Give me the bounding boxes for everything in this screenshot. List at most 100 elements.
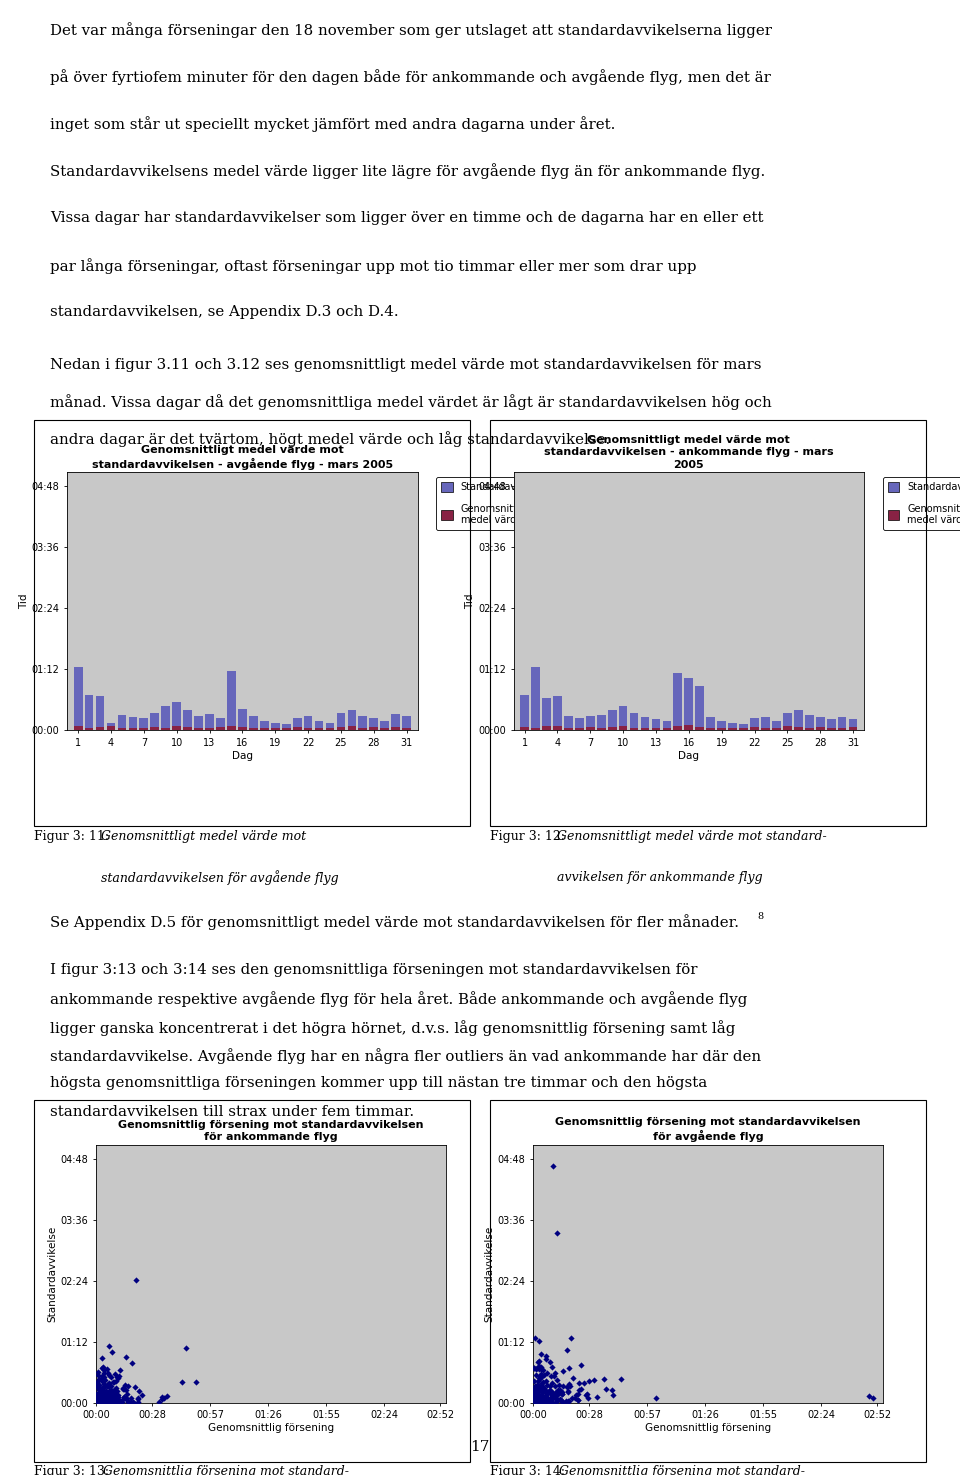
Point <box>104 1375 119 1398</box>
Text: Genomsnittlig försening mot standard-: Genomsnittlig försening mot standard- <box>104 1465 349 1475</box>
Point <box>93 1385 108 1409</box>
Point <box>90 1384 106 1407</box>
Point <box>123 1386 138 1410</box>
Legend: Standardavikelse, Genomsnittligt
medel värde: Standardavikelse, Genomsnittligt medel v… <box>437 476 550 530</box>
Point <box>540 1388 556 1412</box>
Point <box>549 1221 564 1245</box>
Point <box>541 1379 557 1403</box>
Point <box>111 1389 127 1413</box>
Point <box>530 1373 545 1397</box>
Point <box>108 1386 124 1410</box>
Point <box>534 1342 549 1366</box>
Bar <box>84 727 93 730</box>
Point <box>535 1372 550 1395</box>
Bar <box>260 721 269 730</box>
Bar <box>608 709 616 730</box>
Point <box>535 1379 550 1403</box>
Point <box>542 1388 558 1412</box>
Bar <box>684 677 693 730</box>
Point <box>103 1388 118 1412</box>
Point <box>90 1388 106 1412</box>
Point <box>529 1386 544 1410</box>
Point <box>94 1345 109 1369</box>
Point <box>536 1391 551 1415</box>
Point <box>96 1391 111 1415</box>
Point <box>528 1382 543 1406</box>
Point <box>532 1366 547 1389</box>
Point <box>526 1379 541 1403</box>
Point <box>547 1391 563 1415</box>
Point <box>558 1389 573 1413</box>
Point <box>543 1372 559 1395</box>
Text: på över fyrtiofem minuter för den dagen både för ankommande och avgående flyg, m: på över fyrtiofem minuter för den dagen … <box>50 69 771 86</box>
Point <box>562 1357 577 1381</box>
Text: 8: 8 <box>757 912 764 920</box>
Bar <box>216 727 225 730</box>
X-axis label: Dag: Dag <box>679 751 699 761</box>
Point <box>556 1375 571 1398</box>
Point <box>547 1384 563 1407</box>
Bar <box>575 729 584 730</box>
Bar <box>117 727 127 730</box>
Point <box>102 1382 117 1406</box>
Point <box>116 1385 132 1409</box>
Bar <box>542 698 551 730</box>
Point <box>108 1366 124 1389</box>
Point <box>530 1389 545 1413</box>
Point <box>92 1381 108 1404</box>
Point <box>102 1379 117 1403</box>
Point <box>531 1388 546 1412</box>
Y-axis label: Standardavvikelse: Standardavvikelse <box>485 1226 494 1322</box>
Bar <box>520 727 529 730</box>
Point <box>535 1388 550 1412</box>
Point <box>532 1388 547 1412</box>
Point <box>97 1388 112 1412</box>
Bar <box>74 726 83 730</box>
Point <box>544 1386 560 1410</box>
Point <box>527 1385 542 1409</box>
Point <box>108 1369 124 1392</box>
Point <box>103 1391 118 1415</box>
Bar <box>630 727 638 730</box>
Point <box>120 1388 135 1412</box>
Bar <box>794 709 803 730</box>
Point <box>107 1370 122 1394</box>
Point <box>116 1378 132 1401</box>
Text: Genomsnittlig försening mot standard-: Genomsnittlig försening mot standard- <box>560 1465 805 1475</box>
Point <box>552 1386 567 1410</box>
X-axis label: Dag: Dag <box>232 751 252 761</box>
Point <box>104 1366 119 1389</box>
Point <box>529 1357 544 1381</box>
Point <box>97 1367 112 1391</box>
Point <box>554 1389 569 1413</box>
Point <box>534 1366 549 1389</box>
Point <box>99 1381 114 1404</box>
Point <box>129 1268 144 1292</box>
Bar <box>794 727 803 730</box>
Point <box>132 1379 147 1403</box>
Point <box>108 1363 123 1386</box>
Bar <box>315 721 324 730</box>
Point <box>534 1381 549 1404</box>
Bar <box>674 726 683 730</box>
Point <box>545 1382 561 1406</box>
Point <box>155 1386 170 1410</box>
Point <box>91 1367 107 1391</box>
Point <box>535 1389 550 1413</box>
Point <box>91 1388 107 1412</box>
Bar <box>325 723 334 730</box>
Point <box>539 1382 554 1406</box>
Bar <box>597 727 606 730</box>
Bar <box>619 707 628 730</box>
Point <box>541 1391 557 1415</box>
Point <box>534 1386 549 1410</box>
Point <box>91 1388 107 1412</box>
Point <box>111 1389 127 1413</box>
Point <box>96 1366 111 1389</box>
Point <box>89 1375 105 1398</box>
Point <box>110 1385 126 1409</box>
Point <box>103 1391 118 1415</box>
Bar <box>640 729 649 730</box>
Point <box>534 1357 549 1381</box>
Point <box>582 1370 597 1394</box>
